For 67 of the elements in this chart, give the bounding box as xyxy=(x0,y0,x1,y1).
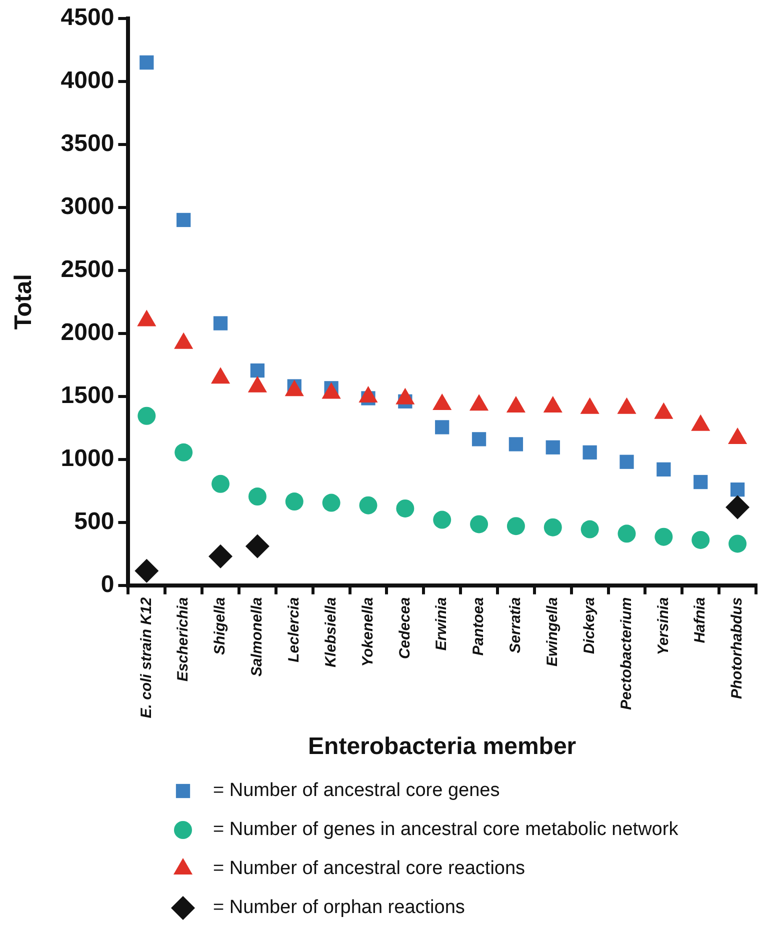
point xyxy=(396,499,414,518)
y-tick-label: 2000 xyxy=(60,318,114,346)
y-tick-label: 4000 xyxy=(60,67,114,94)
point xyxy=(138,406,156,425)
point xyxy=(213,316,228,330)
point xyxy=(692,530,710,549)
point xyxy=(174,443,193,462)
point xyxy=(618,524,636,543)
x-tick-label: Photorhabdus xyxy=(728,597,746,699)
x-tick-label: Pectobacterium xyxy=(618,597,635,710)
y-tick-label: 2500 xyxy=(60,256,114,283)
x-tick-label: Ewingella xyxy=(544,597,562,667)
legend-label: = Number of genes in ancestral core metabolic network xyxy=(213,819,679,840)
point xyxy=(176,212,191,228)
x-tick-label: Leclercia xyxy=(286,597,303,662)
point xyxy=(656,462,671,476)
y-tick-label: 1000 xyxy=(60,444,114,472)
point xyxy=(212,474,230,493)
point xyxy=(472,432,486,446)
x-tick-label: Dickeya xyxy=(580,597,598,654)
point xyxy=(582,445,597,460)
point xyxy=(694,474,708,490)
x-tick-label: Yokenella xyxy=(359,597,376,667)
x-tick-label: Pantoea xyxy=(470,597,488,656)
point xyxy=(140,55,154,70)
x-tick-label: Hafnia xyxy=(692,597,709,644)
point xyxy=(285,492,304,511)
point xyxy=(654,528,673,546)
y-tick-label: 3500 xyxy=(60,130,114,158)
point xyxy=(359,496,378,514)
x-tick-label: Erwinia xyxy=(433,597,450,651)
x-tick-label: Yersinia xyxy=(654,597,672,656)
point xyxy=(245,534,270,558)
point xyxy=(580,520,599,538)
x-tick-label: Escherichia xyxy=(174,597,192,682)
x-tick-label: Klebsiella xyxy=(322,597,340,668)
point xyxy=(730,482,745,497)
y-tick-label: 4500 xyxy=(60,4,114,32)
y-tick-label: 0 xyxy=(100,570,114,598)
point xyxy=(506,517,525,536)
x-tick-label: Salmonella xyxy=(248,597,266,677)
point xyxy=(134,558,159,583)
point xyxy=(508,437,524,452)
x-axis-title: Enterobacteria member xyxy=(308,733,576,760)
point xyxy=(435,420,450,434)
point xyxy=(470,515,488,534)
x-tick-label: Serratia xyxy=(507,597,524,654)
legend-label: = Number of orphan reactions xyxy=(213,897,465,918)
x-tick-label: E. coli strain K12 xyxy=(138,596,155,718)
y-tick-label: 3000 xyxy=(60,193,114,220)
point xyxy=(248,488,266,506)
legend-label: = Number of ancestral core reactions xyxy=(213,858,526,880)
point xyxy=(433,510,452,529)
y-tick-label: 500 xyxy=(74,508,114,535)
point xyxy=(208,544,233,568)
point xyxy=(322,494,340,512)
point xyxy=(546,440,560,454)
legend-label: = Number of ancestral core genes xyxy=(213,780,500,802)
y-axis-title: Total xyxy=(10,274,38,330)
x-tick-label: Shigella xyxy=(212,597,229,655)
point xyxy=(250,363,265,378)
point xyxy=(728,534,747,553)
point xyxy=(726,495,750,520)
point xyxy=(544,518,562,536)
y-tick-label: 1500 xyxy=(60,382,114,409)
x-tick-label: Cedecea xyxy=(396,597,414,660)
point xyxy=(620,454,634,469)
